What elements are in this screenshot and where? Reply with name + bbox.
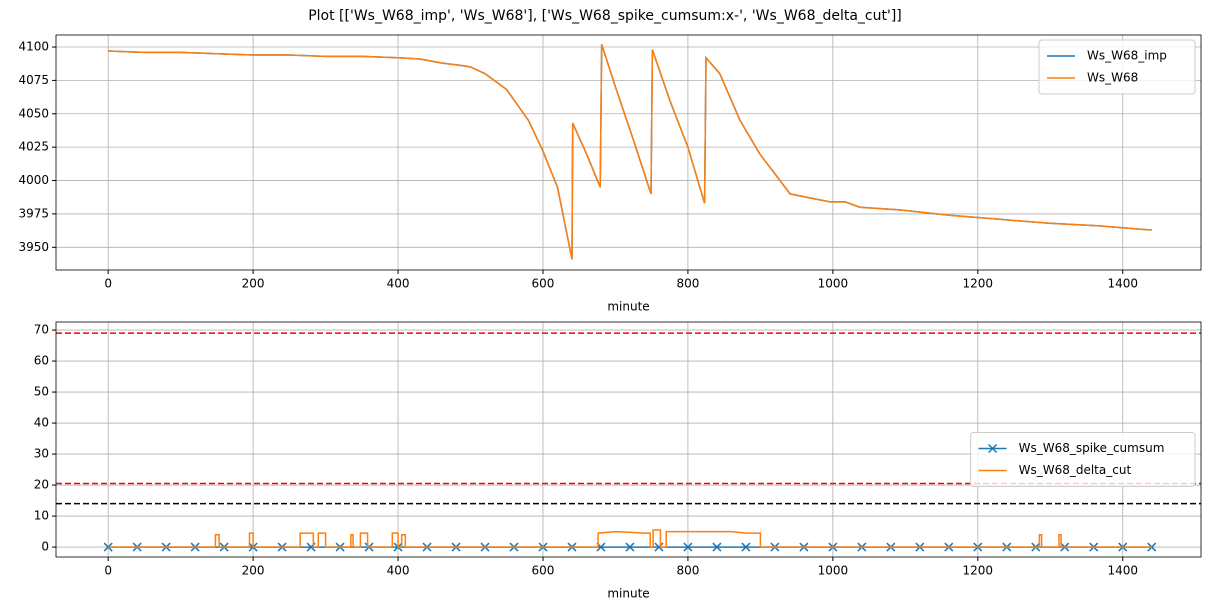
x-axis-label: minute: [607, 587, 649, 601]
y-tick-label: 20: [34, 478, 49, 492]
series-line: [108, 529, 1152, 548]
y-tick-label: 4025: [18, 140, 49, 154]
x-tick-label: 400: [387, 277, 410, 291]
y-tick-label: 10: [34, 509, 49, 523]
series-line: [108, 44, 1152, 260]
legend-label: Ws_W68_imp: [1087, 49, 1167, 63]
y-tick-label: 50: [34, 385, 49, 399]
y-tick-label: 3975: [18, 206, 49, 220]
x-tick-label: 1000: [818, 277, 849, 291]
figure-title: Plot [['Ws_W68_imp', 'Ws_W68'], ['Ws_W68…: [308, 8, 902, 24]
legend-label: Ws_W68: [1087, 71, 1138, 85]
x-tick-label: 1000: [818, 564, 849, 578]
legend-box: [970, 432, 1196, 487]
x-tick-label: 800: [676, 277, 699, 291]
x-tick-label: 400: [387, 564, 410, 578]
legend-marker: [988, 443, 998, 454]
series-line: [108, 44, 1152, 260]
x-tick-label: 1400: [1107, 564, 1138, 578]
y-tick-label: 4075: [18, 73, 49, 87]
x-tick-label: 1200: [963, 277, 994, 291]
x-tick-label: 800: [676, 564, 699, 578]
legend-label: Ws_W68_delta_cut: [1019, 463, 1132, 477]
marker: [741, 542, 751, 552]
y-tick-label: 4000: [18, 173, 49, 187]
marker: [103, 542, 113, 552]
x-axis-label: minute: [607, 300, 649, 314]
x-tick-label: 1200: [963, 564, 994, 578]
y-tick-label: 40: [34, 416, 49, 430]
x-tick-label: 0: [104, 277, 112, 291]
x-tick-label: 600: [532, 564, 555, 578]
axes-frame: [55, 34, 1202, 271]
y-tick-label: 4050: [18, 106, 49, 120]
x-tick-label: 0: [104, 564, 112, 578]
x-tick-label: 600: [532, 277, 555, 291]
x-tick-label: 200: [242, 277, 265, 291]
legend-box: [1038, 39, 1196, 95]
marker: [683, 542, 693, 552]
x-tick-label: 1400: [1107, 277, 1138, 291]
y-tick-label: 70: [34, 323, 49, 337]
y-tick-label: 60: [34, 354, 49, 368]
y-tick-label: 0: [41, 540, 49, 554]
marker: [712, 542, 722, 552]
marker: [625, 542, 635, 552]
y-tick-label: 30: [34, 447, 49, 461]
legend-label: Ws_W68_spike_cumsum: [1019, 441, 1165, 455]
x-tick-label: 200: [242, 564, 265, 578]
axes-frame: [55, 321, 1202, 558]
y-tick-label: 4100: [18, 40, 49, 54]
marker: [1147, 542, 1157, 552]
marker: [654, 542, 664, 552]
y-tick-label: 3950: [18, 240, 49, 254]
